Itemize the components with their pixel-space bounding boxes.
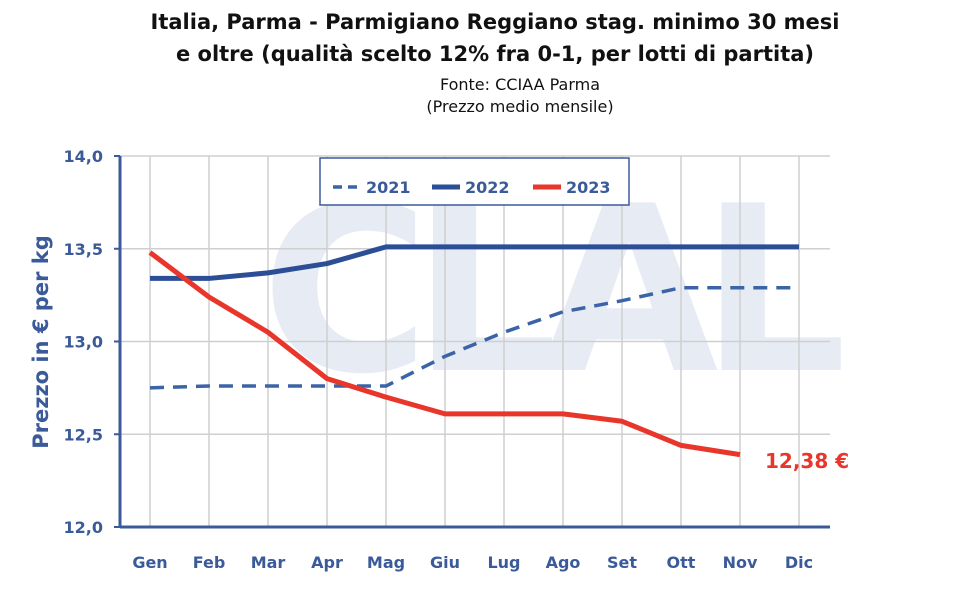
x-tick-label: Mar — [251, 553, 286, 572]
y-tick-label: 12,0 — [64, 518, 103, 537]
x-tick-label: Nov — [723, 553, 758, 572]
x-tick-label: Set — [607, 553, 637, 572]
legend: 2021 2022 2023 — [319, 157, 630, 206]
chart-source: Fonte: CCIAA Parma — [439, 75, 601, 94]
axes: 12,0 12,5 13,0 13,5 14,0 Gen Feb Mar Apr Mag Giu Lu… — [29, 147, 830, 572]
legend-label-2021: 2021 — [366, 178, 411, 197]
y-tick-label: 13,0 — [64, 333, 103, 352]
legend-label-2022: 2022 — [465, 178, 510, 197]
chart-note: (Prezzo medio mensile) — [426, 97, 614, 116]
x-tick-label: Ago — [546, 553, 581, 572]
x-tick-label: Apr — [311, 553, 343, 572]
series-line-2023 — [148, 250, 741, 458]
x-tick-label: Ott — [667, 553, 696, 572]
y-tick-label: 13,5 — [64, 240, 103, 259]
x-tick-label: Dic — [785, 553, 813, 572]
series-line-2021 — [149, 285, 799, 390]
x-tick-label: Lug — [487, 553, 520, 572]
x-tick-label: Mag — [367, 553, 405, 572]
x-tick-label: Feb — [193, 553, 226, 572]
series-line-2022 — [150, 244, 799, 281]
x-tick-label: Giu — [430, 553, 460, 572]
x-tick-label: Gen — [132, 553, 167, 572]
chart-title-line2: e oltre (qualità scelto 12% fra 0-1, per… — [175, 42, 815, 66]
y-tick-label: 14,0 — [64, 147, 103, 166]
legend-label-2023: 2023 — [566, 178, 611, 197]
y-axis-label: Prezzo in € per kg — [29, 235, 53, 449]
last-value-label: 12,38 € — [765, 449, 849, 473]
chart-title-line1: Italia, Parma - Parmigiano Reggiano stag… — [150, 10, 840, 34]
y-tick-label: 12,5 — [64, 425, 103, 444]
annotations: 12,38 € — [765, 449, 849, 473]
series-lines — [148, 244, 799, 458]
legend-box — [319, 157, 630, 206]
